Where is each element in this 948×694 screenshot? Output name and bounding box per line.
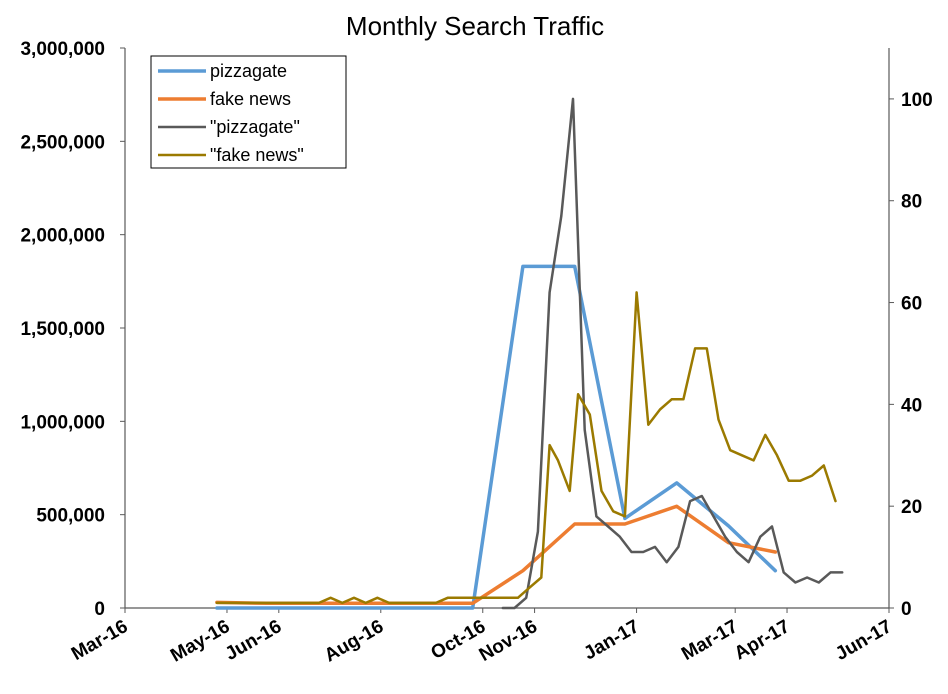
- y-tick-label: 2,500,000: [20, 132, 105, 153]
- y2-tick-label: 100: [901, 90, 933, 111]
- y2-tick-label: 60: [901, 294, 922, 315]
- y-tick-label: 1,500,000: [20, 319, 105, 340]
- y-tick-label: 500,000: [36, 506, 105, 527]
- x-tick-label: Mar-16: [68, 616, 132, 665]
- series-line: [215, 264, 778, 610]
- x-tick-label: Nov-16: [476, 616, 541, 666]
- chart-title: Monthly Search Traffic: [346, 11, 604, 41]
- y-tick-label: 2,000,000: [20, 226, 105, 247]
- y-tick-label: 0: [94, 599, 105, 620]
- x-tick-label: Aug-16: [321, 616, 387, 666]
- x-tick-label: May-16: [167, 616, 233, 666]
- legend: pizzagate fake news "pizzagate" "fake news": [150, 55, 347, 169]
- legend-label: "pizzagate": [210, 117, 300, 137]
- x-tick-label: Jan-17: [580, 616, 643, 664]
- x-tick-label: Jun-17: [832, 616, 896, 665]
- y2-tick-label: 0: [901, 599, 912, 620]
- x-tick-label: Jun-16: [222, 616, 286, 665]
- x-tick-label: Apr-17: [731, 616, 794, 664]
- y-tick-label: 1,000,000: [20, 412, 105, 433]
- legend-label: "fake news": [210, 145, 304, 165]
- y2-tick-label: 40: [901, 395, 922, 416]
- y2-tick-label: 80: [901, 192, 922, 213]
- x-tick-label: Mar-17: [678, 616, 742, 665]
- y-tick-label: 3,000,000: [20, 39, 105, 60]
- legend-label: fake news: [210, 89, 291, 109]
- series-line: [501, 97, 844, 610]
- legend-label: pizzagate: [210, 61, 287, 81]
- y2-tick-label: 20: [901, 497, 922, 518]
- series-line: [215, 504, 778, 606]
- series-layer: [215, 97, 844, 610]
- legend-box: [150, 55, 347, 169]
- series-line: [215, 291, 837, 605]
